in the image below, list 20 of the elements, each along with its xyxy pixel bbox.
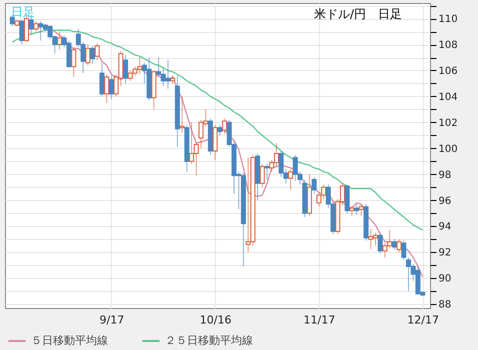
y-tick-label: 102: [438, 118, 458, 129]
x-tick-label: 11/17: [304, 314, 336, 326]
legend-label: ２５日移動平均線: [165, 334, 253, 347]
y-tick-label: 90: [438, 274, 452, 285]
y-tick-label: 88: [438, 300, 452, 311]
y-tick-label: 96: [438, 196, 452, 207]
y-tick-label: 98: [438, 170, 452, 181]
annotation: 日足: [11, 5, 35, 19]
x-tick-label: 12/17: [407, 314, 439, 326]
y-tick-label: 106: [438, 66, 458, 77]
y-tick-label: 100: [438, 144, 458, 155]
x-tick-label: 9/17: [100, 314, 124, 326]
y-tick-label: 92: [438, 248, 452, 259]
chart-title: 米ドル/円 日足: [314, 7, 402, 21]
y-tick-label: 108: [438, 40, 458, 52]
y-tick-label: 110: [438, 14, 458, 26]
y-tick-label: 104: [438, 92, 458, 103]
legend-label: ５日移動平均線: [31, 334, 108, 347]
x-tick-label: 10/16: [200, 314, 232, 326]
y-tick-label: 94: [438, 222, 452, 233]
